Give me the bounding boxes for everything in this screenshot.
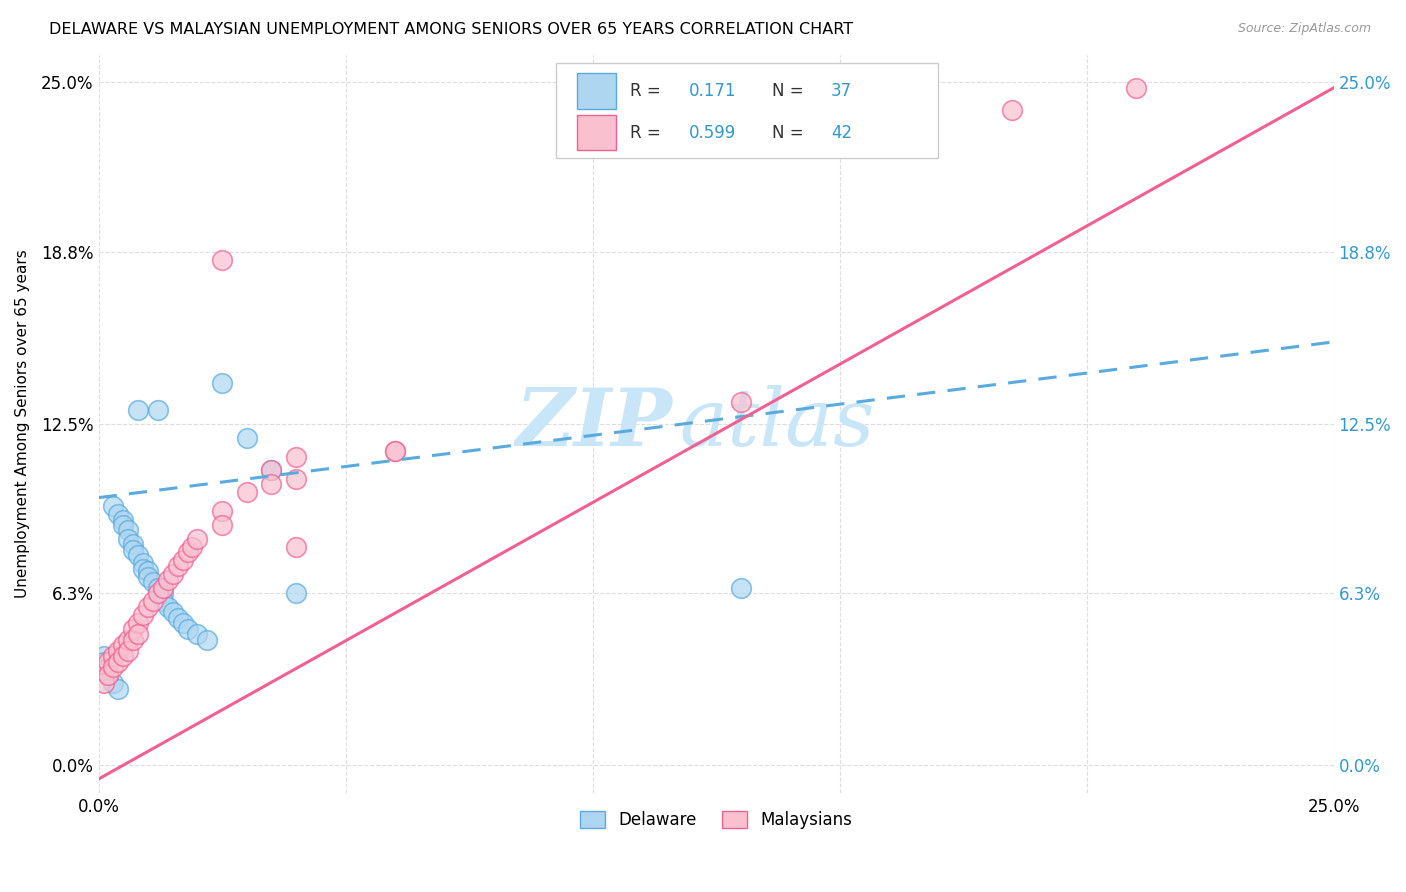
- Text: N =: N =: [772, 124, 808, 142]
- Point: [132, 608, 155, 623]
- Point: [236, 431, 259, 445]
- Point: [117, 532, 139, 546]
- Point: [117, 632, 139, 647]
- Point: [186, 532, 208, 546]
- Point: [117, 643, 139, 657]
- Point: [162, 567, 184, 582]
- Point: [136, 565, 159, 579]
- Point: [103, 649, 125, 664]
- Point: [112, 512, 135, 526]
- Text: R =: R =: [630, 82, 665, 100]
- Point: [112, 518, 135, 533]
- Point: [156, 599, 179, 614]
- Bar: [576, 115, 616, 150]
- Point: [93, 663, 115, 677]
- Point: [136, 570, 159, 584]
- Text: ZIP: ZIP: [516, 385, 673, 463]
- Point: [127, 548, 149, 562]
- Point: [176, 622, 198, 636]
- Point: [122, 622, 145, 636]
- Point: [97, 668, 120, 682]
- Point: [142, 575, 165, 590]
- Text: 0.171: 0.171: [689, 82, 737, 100]
- Point: [127, 403, 149, 417]
- Text: DELAWARE VS MALAYSIAN UNEMPLOYMENT AMONG SENIORS OVER 65 YEARS CORRELATION CHART: DELAWARE VS MALAYSIAN UNEMPLOYMENT AMONG…: [49, 22, 853, 37]
- Point: [112, 638, 135, 652]
- Point: [122, 632, 145, 647]
- Point: [730, 395, 752, 409]
- Point: [142, 594, 165, 608]
- FancyBboxPatch shape: [555, 62, 938, 159]
- Point: [384, 444, 406, 458]
- Point: [93, 676, 115, 690]
- Point: [146, 403, 169, 417]
- Point: [103, 676, 125, 690]
- Point: [195, 632, 218, 647]
- Text: N =: N =: [772, 82, 808, 100]
- Point: [730, 581, 752, 595]
- Point: [103, 499, 125, 513]
- Point: [172, 553, 194, 567]
- Text: atlas: atlas: [679, 385, 875, 463]
- Point: [97, 668, 120, 682]
- Point: [97, 655, 120, 669]
- Point: [285, 471, 308, 485]
- Point: [152, 594, 174, 608]
- Point: [93, 655, 115, 669]
- Point: [107, 655, 129, 669]
- Point: [211, 376, 233, 390]
- Point: [260, 463, 283, 477]
- Point: [285, 586, 308, 600]
- Legend: Delaware, Malaysians: Delaware, Malaysians: [574, 805, 859, 836]
- Point: [211, 252, 233, 267]
- Point: [132, 556, 155, 570]
- Point: [107, 681, 129, 696]
- Point: [162, 606, 184, 620]
- Point: [172, 616, 194, 631]
- Point: [112, 649, 135, 664]
- Point: [127, 616, 149, 631]
- Point: [146, 586, 169, 600]
- Bar: [576, 73, 616, 109]
- Text: 0.599: 0.599: [689, 124, 737, 142]
- Point: [136, 599, 159, 614]
- Point: [156, 573, 179, 587]
- Text: 42: 42: [831, 124, 852, 142]
- Point: [181, 540, 204, 554]
- Point: [285, 540, 308, 554]
- Point: [384, 444, 406, 458]
- Point: [152, 586, 174, 600]
- Text: 37: 37: [831, 82, 852, 100]
- Point: [166, 611, 188, 625]
- Point: [146, 581, 169, 595]
- Point: [176, 545, 198, 559]
- Y-axis label: Unemployment Among Seniors over 65 years: Unemployment Among Seniors over 65 years: [15, 250, 30, 599]
- Point: [260, 463, 283, 477]
- Point: [186, 627, 208, 641]
- Point: [260, 477, 283, 491]
- Text: R =: R =: [630, 124, 665, 142]
- Point: [132, 562, 155, 576]
- Point: [107, 507, 129, 521]
- Point: [103, 660, 125, 674]
- Point: [152, 581, 174, 595]
- Point: [117, 524, 139, 538]
- Text: Source: ZipAtlas.com: Source: ZipAtlas.com: [1237, 22, 1371, 36]
- Point: [285, 450, 308, 464]
- Point: [211, 504, 233, 518]
- Point: [236, 485, 259, 500]
- Point: [97, 663, 120, 677]
- Point: [107, 643, 129, 657]
- Point: [166, 558, 188, 573]
- Point: [1001, 103, 1024, 117]
- Point: [211, 518, 233, 533]
- Point: [122, 537, 145, 551]
- Point: [122, 542, 145, 557]
- Point: [1125, 81, 1147, 95]
- Point: [93, 649, 115, 664]
- Point: [127, 627, 149, 641]
